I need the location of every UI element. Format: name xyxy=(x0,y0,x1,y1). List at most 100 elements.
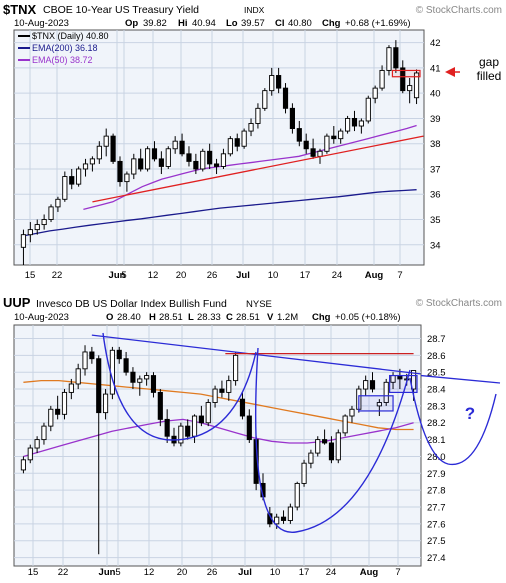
x-tick-label: Jul xyxy=(238,567,252,578)
candle-body xyxy=(76,168,82,185)
x-tick-label: 17 xyxy=(299,567,310,578)
x-tick-label: Aug xyxy=(365,270,384,281)
uup-title: Invesco DB US Dollar Index Bullish Fund xyxy=(36,298,227,310)
candle-body xyxy=(342,415,348,434)
candle-body xyxy=(219,388,225,393)
svg-text:Chg: Chg xyxy=(312,312,331,323)
candle-body xyxy=(358,120,364,127)
candle-body xyxy=(178,425,184,444)
candle-body xyxy=(179,140,185,155)
tnx-close: 40.80 xyxy=(288,18,312,29)
y-tick-label: 28.2 xyxy=(427,418,446,429)
plot-area xyxy=(13,324,422,567)
y-tick-label: 35 xyxy=(430,215,441,226)
candle-body xyxy=(351,117,358,127)
candle-body xyxy=(335,432,341,461)
legend-label: EMA(200) 36.18 xyxy=(32,43,98,53)
x-tick-label: 17 xyxy=(300,270,311,281)
y-tick-label: 28.7 xyxy=(427,334,446,345)
candle-body xyxy=(220,153,227,167)
tnx-date: 10-Aug-2023 xyxy=(14,18,69,29)
candle-body xyxy=(282,87,289,109)
tnx-change: +0.68 (+1.69%) xyxy=(345,18,411,29)
candle-body xyxy=(193,160,199,170)
candle-body xyxy=(48,206,54,220)
x-tick-label: 5 xyxy=(115,567,120,578)
candle-body xyxy=(241,130,247,147)
tnx-open: 39.82 xyxy=(143,18,167,29)
question-annotation: ? xyxy=(465,404,475,423)
svg-text:V: V xyxy=(267,312,274,323)
y-tick-label: 28.4 xyxy=(427,385,446,396)
resistance-line xyxy=(91,334,421,375)
tnx-symbol: $TNX xyxy=(3,2,37,17)
tnx-ohlc: Op 39.82 Hi 40.94 Lo 39.57 Cl 40.80 Chg … xyxy=(125,18,411,29)
candle-body xyxy=(400,67,406,92)
x-tick-label: 15 xyxy=(25,270,36,281)
candle-body xyxy=(328,442,335,461)
candle-body xyxy=(365,97,371,122)
candle-body xyxy=(255,107,261,124)
tnx-header: $TNX CBOE 10-Year US Treasury Yield INDX… xyxy=(3,2,502,29)
candle-body xyxy=(62,176,68,200)
y-tick-label: 41 xyxy=(430,63,441,74)
y-tick-label: 37 xyxy=(430,164,441,175)
y-tick-label: 28.0 xyxy=(427,452,446,463)
candle-body xyxy=(301,462,307,484)
y-tick-label: 28.6 xyxy=(427,351,446,362)
gap-box xyxy=(391,69,421,78)
candle-body xyxy=(322,439,328,444)
x-tick-label: 20 xyxy=(176,270,187,281)
cup-arc-right xyxy=(254,347,411,533)
x-tick-label: Jun xyxy=(109,270,126,281)
candle-body xyxy=(20,459,26,471)
resistance-extension xyxy=(420,374,501,384)
candle-body xyxy=(165,148,171,167)
candle-body xyxy=(137,378,143,383)
candle-body xyxy=(185,425,191,437)
candle-body xyxy=(117,160,123,183)
candle-body xyxy=(372,87,378,99)
candle-body xyxy=(383,381,389,403)
candle-body xyxy=(144,375,150,380)
candle-body xyxy=(150,375,157,393)
x-tick-label: 10 xyxy=(270,567,281,578)
candle-body xyxy=(344,117,351,132)
uup-watermark: © StockCharts.com xyxy=(416,298,502,309)
candle-body xyxy=(123,358,129,373)
candle-body xyxy=(315,439,321,454)
consolidation-box xyxy=(358,395,394,412)
tnx-low: 39.57 xyxy=(241,18,265,29)
candle-body xyxy=(386,47,392,71)
candle-body xyxy=(308,452,314,464)
candle-body xyxy=(331,135,337,140)
support-trendline xyxy=(92,135,424,203)
y-tick-label: 27.9 xyxy=(427,469,446,480)
x-tick-label: 26 xyxy=(207,270,218,281)
svg-text:Hi: Hi xyxy=(178,18,188,29)
x-tick-label: Jun xyxy=(99,567,116,578)
candle-body xyxy=(131,158,137,175)
gap-annotation-line: gap xyxy=(479,55,499,69)
y-tick-label: 27.7 xyxy=(427,503,446,514)
y-tick-label: 36 xyxy=(430,190,441,201)
projected-arc xyxy=(409,377,497,466)
y-tick-label: 28.5 xyxy=(427,368,446,379)
tnx-watermark: © StockCharts.com xyxy=(416,5,502,16)
candle-body xyxy=(89,351,95,360)
candle-body xyxy=(124,173,130,183)
candle-body xyxy=(48,408,54,427)
candle-body xyxy=(213,163,220,167)
x-tick-label: 10 xyxy=(268,270,279,281)
uup-high: 28.51 xyxy=(159,312,183,323)
candle-body xyxy=(274,516,280,525)
candle-body xyxy=(248,123,254,132)
x-tick-label: 12 xyxy=(148,270,159,281)
candle-body xyxy=(239,398,246,417)
uup-ohlc: O 28.40 H 28.51 L 28.33 C 28.51 V 1.2M C… xyxy=(106,312,401,323)
candle-body xyxy=(164,418,170,437)
candle-body xyxy=(280,516,287,521)
y-tick-label: 40 xyxy=(430,89,441,100)
x-tick-label: 26 xyxy=(207,567,218,578)
uup-exchange: NYSE xyxy=(246,299,272,310)
